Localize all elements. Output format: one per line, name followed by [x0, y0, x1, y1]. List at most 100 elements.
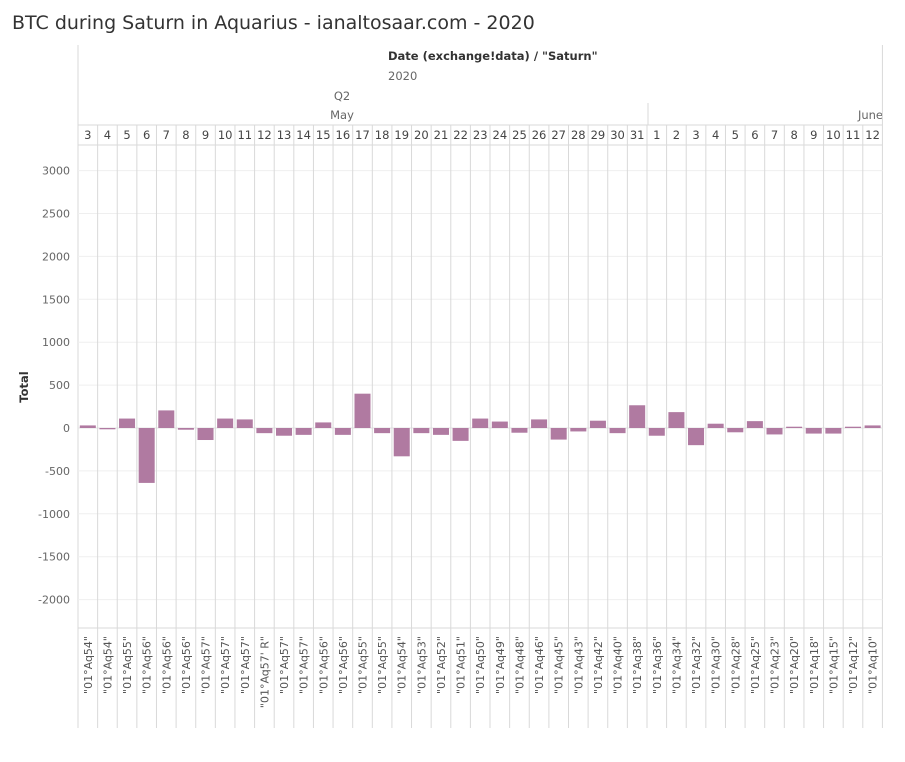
bar — [746, 421, 763, 428]
saturn-position-label: "01°Aq56" — [141, 636, 154, 694]
bar — [452, 428, 469, 441]
day-label: 14 — [296, 128, 311, 142]
day-label: 25 — [512, 128, 527, 142]
bar — [79, 425, 96, 428]
day-label: 21 — [434, 128, 449, 142]
day-label: 27 — [551, 128, 566, 142]
chart-title: BTC during Saturn in Aquarius - ianaltos… — [12, 12, 535, 34]
saturn-position-label: "01°Aq23" — [769, 636, 782, 694]
bar — [472, 418, 489, 428]
y-tick-label: 2000 — [42, 250, 70, 263]
bar — [629, 405, 646, 428]
day-label: 31 — [630, 128, 645, 142]
bar — [511, 428, 528, 433]
saturn-position-label: "01°Aq57" — [219, 636, 232, 694]
day-label: 3 — [84, 128, 91, 142]
saturn-position-label: "01°Aq12" — [847, 636, 860, 694]
bar — [236, 419, 253, 428]
saturn-position-label: "01°Aq48" — [513, 636, 526, 694]
day-label: 1 — [653, 128, 660, 142]
saturn-position-label: "01°Aq55" — [121, 636, 134, 694]
saturn-position-label: "01°Aq45" — [553, 636, 566, 694]
day-label: 9 — [202, 128, 209, 142]
day-label: 15 — [316, 128, 331, 142]
saturn-position-label: "01°Aq50" — [474, 636, 487, 694]
day-label: 6 — [751, 128, 758, 142]
saturn-position-label: "01°Aq20" — [788, 636, 801, 694]
saturn-position-label: "01°Aq36" — [651, 636, 664, 694]
saturn-position-label: "01°Aq57" — [239, 636, 252, 694]
bar — [217, 418, 234, 428]
bar — [688, 428, 705, 446]
saturn-position-label: "01°Aq56" — [160, 636, 173, 694]
saturn-position-label: "01°Aq10" — [867, 636, 880, 694]
day-label: 3 — [692, 128, 699, 142]
saturn-position-label: "01°Aq57' R" — [258, 636, 271, 708]
bar — [99, 428, 116, 430]
y-tick-label: -1000 — [38, 508, 70, 521]
y-tick-label: 1500 — [42, 293, 70, 306]
day-label: 2 — [673, 128, 680, 142]
day-label: 26 — [532, 128, 547, 142]
saturn-position-label: "01°Aq15" — [827, 636, 840, 694]
field-caption: Date (exchange!data) / "Saturn" — [388, 49, 598, 63]
bar — [276, 428, 293, 436]
saturn-position-label: "01°Aq18" — [808, 636, 821, 694]
saturn-position-label: "01°Aq57" — [278, 636, 291, 694]
saturn-position-label: "01°Aq54" — [101, 636, 114, 694]
saturn-position-label: "01°Aq54" — [396, 636, 409, 694]
bar — [393, 428, 410, 457]
bar — [177, 428, 194, 430]
day-label: 23 — [473, 128, 488, 142]
day-label: 8 — [182, 128, 189, 142]
day-label: 7 — [163, 128, 170, 142]
saturn-position-label: "01°Aq42" — [592, 636, 605, 694]
bar — [491, 421, 508, 428]
day-label: 10 — [826, 128, 841, 142]
quarter-label: Q2 — [334, 89, 350, 103]
saturn-position-label: "01°Aq55" — [376, 636, 389, 694]
y-tick-label: 3000 — [42, 165, 70, 178]
saturn-position-label: "01°Aq56" — [317, 636, 330, 694]
bar — [197, 428, 214, 441]
day-label: 30 — [610, 128, 625, 142]
saturn-position-label: "01°Aq57" — [298, 636, 311, 694]
day-label: 5 — [732, 128, 739, 142]
y-axis-title: Total — [17, 371, 31, 402]
day-label: 28 — [571, 128, 586, 142]
bar — [805, 428, 822, 434]
day-label: 19 — [394, 128, 409, 142]
day-label: 11 — [846, 128, 861, 142]
day-label: 8 — [790, 128, 797, 142]
day-label: 20 — [414, 128, 429, 142]
day-label: 4 — [104, 128, 111, 142]
saturn-position-label: "01°Aq40" — [612, 636, 625, 694]
day-label: 7 — [771, 128, 778, 142]
saturn-position-label: "01°Aq25" — [749, 636, 762, 694]
y-tick-label: 0 — [63, 422, 70, 435]
y-tick-label: -500 — [45, 465, 70, 478]
day-label: 9 — [810, 128, 817, 142]
y-tick-label: -2000 — [38, 594, 70, 607]
month-label-june: June — [857, 108, 883, 122]
saturn-position-label: "01°Aq32" — [690, 636, 703, 694]
y-tick-label: 2500 — [42, 208, 70, 221]
year-label: 2020 — [388, 69, 417, 83]
saturn-position-label: "01°Aq28" — [729, 636, 742, 694]
bar — [727, 428, 744, 433]
saturn-position-label: "01°Aq49" — [494, 636, 507, 694]
day-label: 17 — [355, 128, 370, 142]
bar — [648, 428, 665, 436]
saturn-position-label: "01°Aq34" — [670, 636, 683, 694]
day-label: 22 — [453, 128, 468, 142]
bar — [256, 428, 273, 434]
bar — [531, 419, 548, 428]
day-label: 11 — [237, 128, 252, 142]
bar — [138, 428, 155, 483]
bar — [707, 423, 724, 428]
y-tick-label: 1000 — [42, 336, 70, 349]
bar — [315, 422, 332, 428]
day-label: 18 — [375, 128, 390, 142]
bar — [354, 393, 371, 428]
